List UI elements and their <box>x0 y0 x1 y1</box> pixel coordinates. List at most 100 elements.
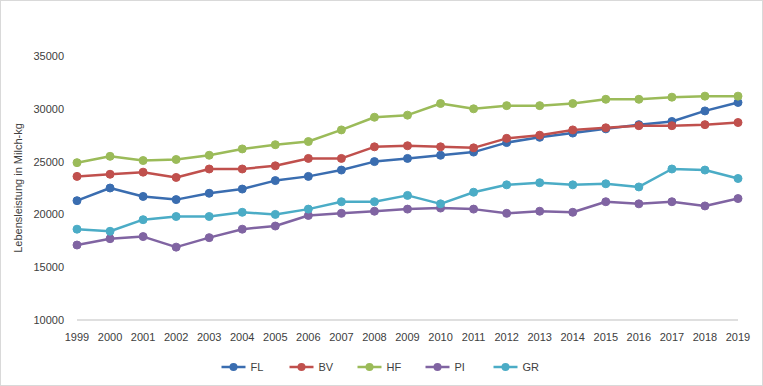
series-marker <box>172 213 180 221</box>
series-marker <box>370 198 378 206</box>
series-marker <box>106 152 114 160</box>
y-axis-label: Lebensleistung in Milch-kg <box>12 123 24 253</box>
series-marker <box>668 165 676 173</box>
series-marker <box>205 165 213 173</box>
legend-marker <box>230 363 238 371</box>
y-tick-label: 30000 <box>33 103 64 115</box>
series-marker <box>238 208 246 216</box>
legend-label: HF <box>387 361 402 373</box>
series-marker <box>271 177 279 185</box>
series-marker <box>271 222 279 230</box>
series-marker <box>734 92 742 100</box>
legend-marker <box>298 363 306 371</box>
series-marker <box>337 209 345 217</box>
legend-label: BV <box>319 361 334 373</box>
series-marker <box>437 100 445 108</box>
series-marker <box>536 207 544 215</box>
series-marker <box>304 172 312 180</box>
series-marker <box>536 102 544 110</box>
series-marker <box>73 172 81 180</box>
series-marker <box>73 241 81 249</box>
series-marker <box>734 195 742 203</box>
x-tick-label: 2004 <box>230 331 254 343</box>
series-marker <box>569 126 577 134</box>
series-marker <box>635 122 643 130</box>
x-tick-label: 2009 <box>395 331 419 343</box>
x-tick-label: 2014 <box>561 331 585 343</box>
series-line <box>77 123 738 178</box>
legend-label: GR <box>523 361 540 373</box>
y-tick <box>73 56 77 57</box>
series-marker <box>701 107 709 115</box>
x-tick-label: 2006 <box>296 331 320 343</box>
legend-marker <box>502 363 510 371</box>
series-marker <box>734 174 742 182</box>
series-marker <box>238 185 246 193</box>
series-marker <box>470 188 478 196</box>
series-marker <box>701 92 709 100</box>
series-marker <box>602 124 610 132</box>
series-marker <box>503 181 511 189</box>
series-marker <box>437 143 445 151</box>
y-tick-label: 15000 <box>33 261 64 273</box>
series-marker <box>139 157 147 165</box>
series-line <box>77 199 738 248</box>
legend-label: FL <box>251 361 264 373</box>
series-marker <box>503 134 511 142</box>
series-marker <box>668 198 676 206</box>
series-marker <box>172 243 180 251</box>
series-marker <box>503 102 511 110</box>
series-marker <box>304 205 312 213</box>
series-marker <box>139 233 147 241</box>
series-marker <box>73 225 81 233</box>
series-marker <box>73 159 81 167</box>
series-marker <box>701 121 709 129</box>
series-marker <box>139 168 147 176</box>
series-marker <box>238 225 246 233</box>
series-marker <box>271 162 279 170</box>
x-tick-label: 2010 <box>428 331 452 343</box>
series-marker <box>238 145 246 153</box>
x-tick-label: 2016 <box>627 331 651 343</box>
series-marker <box>536 179 544 187</box>
legend-marker <box>434 363 442 371</box>
x-tick-label: 2017 <box>660 331 684 343</box>
x-tick-label: 2008 <box>362 331 386 343</box>
series-marker <box>73 197 81 205</box>
series-marker <box>238 165 246 173</box>
series-marker <box>370 143 378 151</box>
series-marker <box>172 155 180 163</box>
series-marker <box>701 166 709 174</box>
series-marker <box>205 213 213 221</box>
x-tick-label: 2012 <box>494 331 518 343</box>
series-marker <box>370 158 378 166</box>
x-tick-label: 2011 <box>462 331 486 343</box>
series-marker <box>106 184 114 192</box>
y-tick-label: 35000 <box>33 50 64 62</box>
series-marker <box>337 166 345 174</box>
chart: 1000015000200002500030000350001999200020… <box>0 0 763 386</box>
series-line <box>77 96 738 163</box>
series-marker <box>172 173 180 181</box>
series-marker <box>370 113 378 121</box>
series-marker <box>304 138 312 146</box>
series-marker <box>668 93 676 101</box>
y-tick-label: 20000 <box>33 208 64 220</box>
series-marker <box>569 181 577 189</box>
series-marker <box>404 111 412 119</box>
x-tick-label: 2007 <box>329 331 353 343</box>
series-marker <box>370 207 378 215</box>
x-tick-label: 2018 <box>693 331 717 343</box>
series-marker <box>337 198 345 206</box>
y-tick-label: 10000 <box>33 314 64 326</box>
y-tick <box>73 108 77 109</box>
x-tick-label: 2015 <box>594 331 618 343</box>
series-marker <box>404 142 412 150</box>
series-marker <box>602 198 610 206</box>
series-marker <box>635 95 643 103</box>
series-marker <box>503 209 511 217</box>
series-marker <box>139 192 147 200</box>
series-marker <box>437 200 445 208</box>
series-marker <box>271 210 279 218</box>
y-tick-label: 25000 <box>33 156 64 168</box>
